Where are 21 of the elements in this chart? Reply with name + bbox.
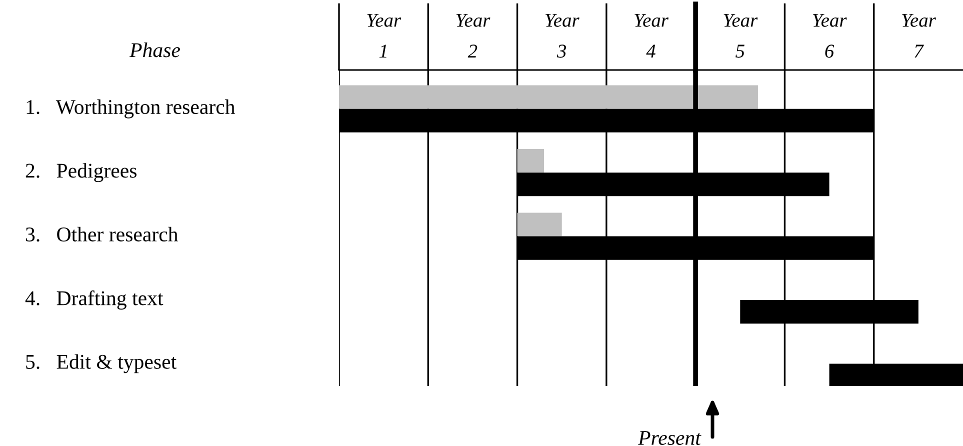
- x-tick-label: 2: [468, 44, 478, 58]
- y-axis-title: Phase: [129, 42, 180, 58]
- legend-label: Present: [638, 431, 702, 445]
- text: Year: [545, 14, 580, 27]
- text: Year: [367, 14, 402, 27]
- y-tick-label: 2. Pedigrees: [26, 163, 136, 182]
- x-tick-label: 6: [825, 44, 834, 58]
- text: Year: [634, 14, 669, 27]
- y-tick-label: 5. Edit & typeset: [26, 354, 176, 374]
- text: Year: [812, 14, 847, 27]
- x-tick-label: 4: [646, 44, 656, 58]
- x-tick-label: 1: [379, 44, 386, 58]
- y-tick-label: 4. Drafting text: [25, 290, 164, 310]
- y-tick-label: 3. Other research: [26, 226, 178, 242]
- x-tick-label: 5: [736, 44, 744, 58]
- x-tick-label: 3: [556, 44, 566, 58]
- text: Year: [456, 14, 490, 27]
- x-tick-label: 7: [914, 44, 924, 58]
- y-tick-label: 1. Worthington research: [26, 99, 236, 118]
- text: Year: [724, 14, 758, 27]
- text: Year: [902, 14, 936, 27]
